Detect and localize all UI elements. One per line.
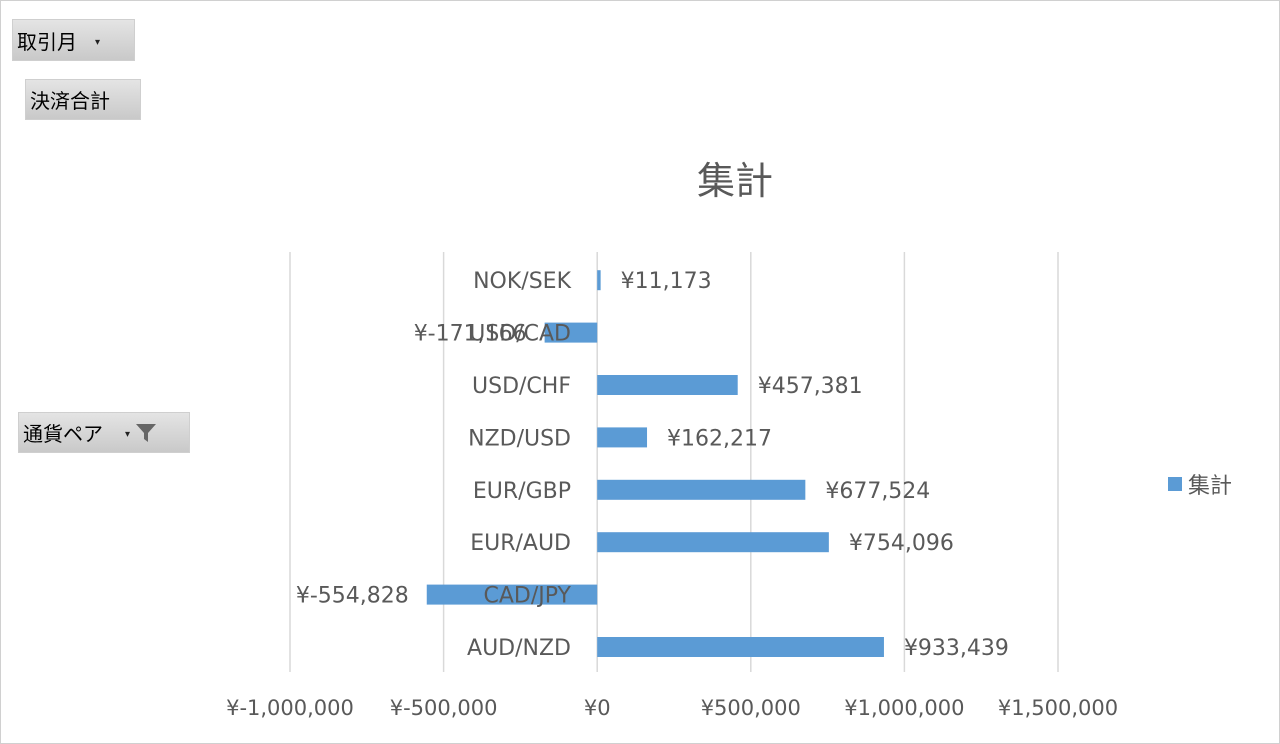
bar-layer [426, 270, 884, 657]
bar[interactable] [597, 532, 829, 553]
bar[interactable] [597, 427, 648, 448]
x-tick-label: ¥500,000 [701, 696, 801, 720]
data-label: ¥754,096 [849, 531, 954, 556]
data-label: ¥-171,166 [414, 322, 527, 347]
currency-pair-filter-button[interactable]: 通貨ペア ▾ [18, 412, 190, 453]
bar[interactable] [597, 637, 884, 657]
dropdown-arrow-icon: ▾ [125, 429, 131, 440]
bar[interactable] [597, 270, 601, 291]
category-label: NOK/SEK [473, 269, 571, 294]
month-filter-label: 取引月 [17, 29, 77, 54]
category-label: CAD/JPY [484, 584, 572, 609]
month-filter-button[interactable]: 取引月 ▾ [12, 19, 135, 61]
chart-title: 集計 [697, 159, 773, 203]
label-layer: ¥-1,000,000 ¥-500,000 ¥0 ¥500,000 ¥1,000,000… [226, 269, 1118, 720]
data-label: ¥11,173 [621, 269, 712, 294]
category-label: EUR/GBP [473, 479, 571, 504]
data-label: ¥162,217 [667, 426, 772, 451]
x-tick-label: ¥1,000,000 [844, 696, 964, 720]
data-label: ¥-554,828 [296, 584, 409, 609]
category-label: EUR/AUD [470, 531, 571, 556]
x-tick-label: ¥-500,000 [390, 696, 498, 720]
legend-swatch [1168, 477, 1182, 491]
chart-legend: 集計 [1168, 468, 1232, 500]
dropdown-arrow-icon: ▾ [95, 36, 101, 48]
data-label: ¥677,524 [825, 479, 930, 504]
category-label: USD/CAD [469, 322, 571, 347]
category-label: AUD/NZD [467, 636, 571, 661]
legend-label: 集計 [1188, 474, 1233, 499]
category-label: NZD/USD [468, 426, 571, 451]
data-label: ¥933,439 [904, 636, 1009, 661]
data-label: ¥457,381 [758, 374, 863, 399]
x-tick-label: ¥1,500,000 [998, 696, 1118, 720]
bar[interactable] [597, 375, 738, 395]
values-field-label: 決済合計 [30, 89, 110, 113]
x-tick-label: ¥-1,000,000 [226, 696, 354, 720]
grid-layer [289, 252, 1059, 672]
bar[interactable] [544, 322, 598, 343]
values-field-button[interactable]: 決済合計 [25, 79, 141, 120]
category-label: USD/CHF [472, 374, 571, 399]
bar[interactable] [597, 479, 806, 500]
currency-pair-filter-label: 通貨ペア [23, 422, 103, 446]
funnel-filter-icon [134, 421, 158, 445]
bar[interactable] [426, 584, 598, 605]
x-tick-label: ¥0 [584, 696, 611, 720]
